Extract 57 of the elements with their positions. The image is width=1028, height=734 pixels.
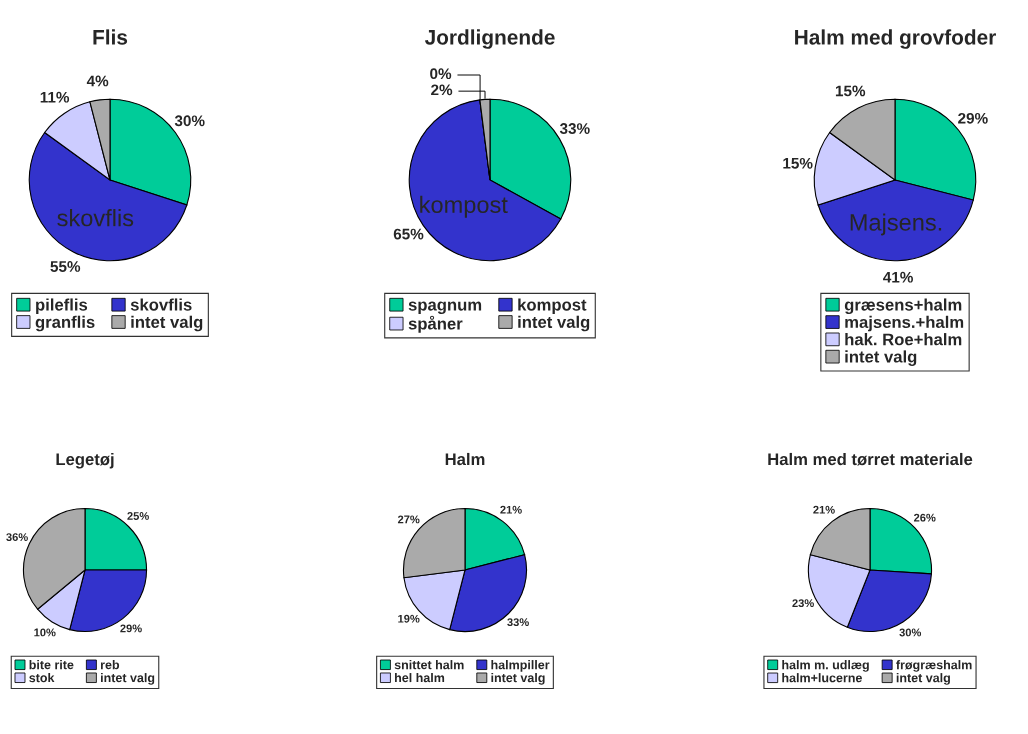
legend-label: halm+lucerne [782, 673, 862, 683]
legend-label: snittet halm [394, 660, 464, 670]
data-label: 2% [431, 84, 453, 96]
data-label: 29% [120, 624, 142, 633]
legend-label: intet valg [845, 350, 917, 366]
legend-label: granflis [35, 315, 95, 332]
legend-label: kompost [518, 298, 587, 314]
legend-label: hel halm [395, 673, 445, 683]
data-label: 27% [397, 515, 420, 524]
text: 0% [430, 68, 452, 80]
legend-label: spåner [408, 315, 463, 333]
data-label: 65% [393, 228, 424, 240]
data-label: 19% [398, 614, 420, 623]
data-label: 21% [500, 505, 522, 514]
chart-title: Jordlignende [424, 29, 555, 49]
slice-label: kompost [420, 195, 508, 218]
legend-label: skovflis [130, 298, 192, 311]
legend-label: reb [100, 660, 120, 670]
legend-label: intet valg [101, 673, 155, 685]
legend-label: intet valg [518, 315, 590, 332]
legend-label: pileflis [36, 298, 88, 314]
data-label: 21% [813, 505, 835, 514]
data-label: 30% [899, 628, 922, 637]
data-label: 23% [792, 599, 814, 608]
data-label: 29% [958, 112, 988, 124]
legend-label: spagnum [408, 301, 482, 315]
legend-label: intet valg [491, 673, 545, 685]
data-label: 25% [127, 512, 149, 520]
chart-title: Halm med tørret materiale [768, 452, 973, 466]
data-label: 36% [6, 533, 28, 542]
chart-title: Halm [445, 452, 485, 466]
data-label: 10% [34, 628, 56, 637]
slice-label: skovflis [57, 209, 134, 227]
chart-title: Flis [93, 29, 128, 45]
chart-title: Legetøj [56, 452, 114, 469]
chart-title: Halm med grovfoder [795, 29, 996, 49]
data-label: 33% [559, 123, 590, 134]
legend-label: halmpiller [491, 660, 550, 672]
legend-label: bite rite [29, 660, 74, 670]
data-label: 55% [50, 261, 81, 272]
legend-label: intet valg [131, 315, 203, 332]
legend-label: halm m. udlæg [782, 660, 869, 672]
data-label: 41% [883, 271, 913, 283]
text: Majsens. [850, 213, 942, 236]
legend-label: intet valg [896, 673, 950, 685]
legend-label: frøgræshalm [896, 660, 972, 672]
data-label: 11% [40, 91, 70, 103]
data-label: 15% [835, 85, 866, 97]
legend-label: majsens.+halm [845, 315, 964, 332]
legend-label: græsens+halm [844, 298, 962, 315]
data-label: 26% [914, 513, 936, 522]
legend-label: stok [29, 673, 55, 683]
data-label: 15% [783, 157, 813, 169]
legend-label: hak. Roe+halm [845, 333, 962, 346]
data-label: 4% [86, 75, 109, 87]
data-label: 30% [174, 115, 205, 127]
data-label: 33% [507, 618, 529, 627]
